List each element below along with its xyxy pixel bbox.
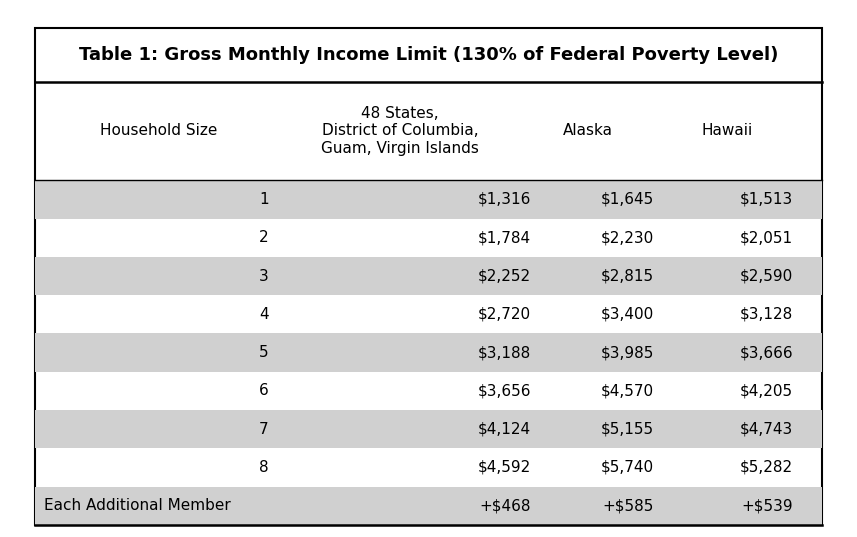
Text: Table 1: Gross Monthly Income Limit (130% of Federal Poverty Level): Table 1: Gross Monthly Income Limit (130… [79, 46, 778, 64]
Text: 6: 6 [259, 383, 269, 398]
Text: $2,720: $2,720 [477, 307, 530, 322]
Text: $3,985: $3,985 [601, 345, 654, 360]
Text: $2,230: $2,230 [601, 230, 654, 245]
Text: $3,666: $3,666 [740, 345, 793, 360]
Text: $5,155: $5,155 [601, 422, 654, 437]
Text: 7: 7 [259, 422, 269, 437]
Text: 4: 4 [259, 307, 269, 322]
Text: $5,282: $5,282 [740, 460, 793, 475]
Text: Alaska: Alaska [563, 124, 614, 139]
Text: Hawaii: Hawaii [702, 124, 753, 139]
Text: $4,570: $4,570 [601, 383, 654, 398]
Text: 8: 8 [259, 460, 269, 475]
Text: $1,316: $1,316 [477, 192, 530, 207]
Text: 5: 5 [259, 345, 269, 360]
Text: $4,124: $4,124 [477, 422, 530, 437]
Text: $3,128: $3,128 [740, 307, 793, 322]
Text: 2: 2 [259, 230, 269, 245]
Text: +$539: +$539 [741, 498, 793, 513]
Text: $1,784: $1,784 [477, 230, 530, 245]
Text: Each Additional Member: Each Additional Member [44, 498, 231, 513]
Text: $4,205: $4,205 [740, 383, 793, 398]
Text: $4,743: $4,743 [740, 422, 793, 437]
Text: Household Size: Household Size [99, 124, 217, 139]
FancyBboxPatch shape [35, 28, 822, 525]
Text: $1,645: $1,645 [601, 192, 654, 207]
FancyBboxPatch shape [35, 257, 822, 295]
Text: $2,590: $2,590 [740, 268, 793, 284]
FancyBboxPatch shape [35, 333, 822, 372]
Text: $3,656: $3,656 [477, 383, 530, 398]
FancyBboxPatch shape [35, 487, 822, 525]
Text: $3,188: $3,188 [477, 345, 530, 360]
Text: +$585: +$585 [602, 498, 654, 513]
Text: 1: 1 [259, 192, 269, 207]
Text: $5,740: $5,740 [601, 460, 654, 475]
Text: $3,400: $3,400 [601, 307, 654, 322]
Text: $2,252: $2,252 [477, 268, 530, 284]
Text: 48 States,
District of Columbia,
Guam, Virgin Islands: 48 States, District of Columbia, Guam, V… [321, 106, 479, 156]
Text: $2,051: $2,051 [740, 230, 793, 245]
Text: +$468: +$468 [479, 498, 530, 513]
Text: 3: 3 [259, 268, 269, 284]
FancyBboxPatch shape [35, 410, 822, 448]
FancyBboxPatch shape [35, 180, 822, 219]
Text: $2,815: $2,815 [601, 268, 654, 284]
Text: $1,513: $1,513 [740, 192, 793, 207]
Text: $4,592: $4,592 [477, 460, 530, 475]
